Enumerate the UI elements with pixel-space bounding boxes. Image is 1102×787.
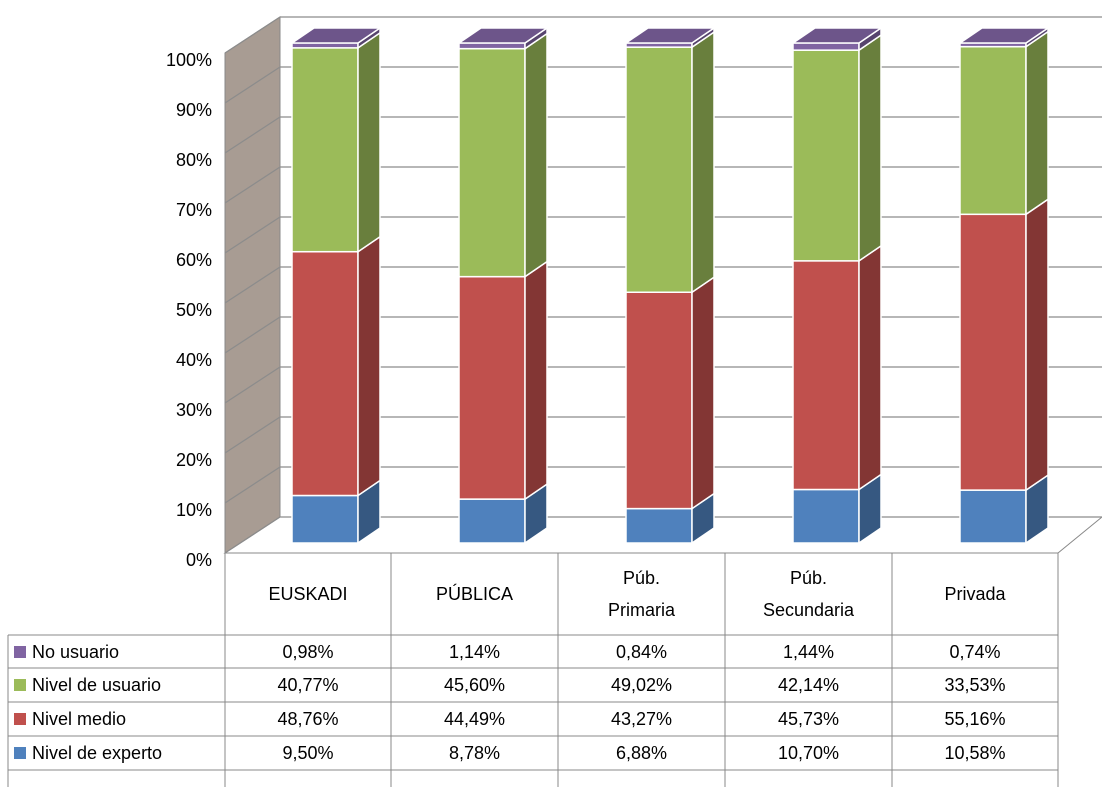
- y-tick-label: 50%: [176, 300, 212, 320]
- table-header: PÚBLICA: [435, 584, 514, 604]
- bar-front: [792, 260, 860, 491]
- table-value: 45,60%: [443, 675, 506, 695]
- y-tick-label: 70%: [176, 200, 212, 220]
- table-value: 55,16%: [944, 709, 1006, 729]
- bar-front: [959, 213, 1027, 491]
- bar-side: [691, 275, 715, 511]
- table-value: 10,70%: [777, 743, 840, 763]
- y-tick-label: 30%: [176, 400, 212, 420]
- bar-side: [691, 30, 715, 294]
- y-tick-label: 90%: [176, 100, 212, 120]
- legend-label: No usuario: [32, 641, 120, 662]
- table-value: 33,53%: [944, 675, 1006, 695]
- bar-front: [458, 498, 526, 544]
- legend-key: [14, 645, 26, 658]
- bar-top: [289, 27, 383, 44]
- table-value: 45,73%: [777, 709, 840, 729]
- table-value: 49,02%: [610, 675, 673, 695]
- y-tick-label: 80%: [176, 150, 212, 170]
- y-tick-label: 10%: [176, 500, 212, 520]
- table-value: 8,78%: [448, 743, 501, 763]
- legend-label: Nivel de experto: [32, 743, 163, 763]
- bar-top: [790, 27, 884, 44]
- bar-front: [959, 45, 1027, 216]
- bar-side: [858, 33, 882, 263]
- y-tick-label: 100%: [166, 50, 212, 70]
- bar-front: [458, 275, 526, 500]
- table-header: Privada: [944, 584, 1006, 604]
- bar-side: [524, 260, 548, 501]
- bar-front: [291, 47, 359, 253]
- y-tick-label: 40%: [176, 350, 212, 370]
- bar-front: [792, 49, 860, 262]
- bar-front: [458, 42, 526, 50]
- table-value: 1,14%: [448, 641, 501, 662]
- legend-label: Nivel medio: [32, 709, 127, 729]
- bar-side: [524, 32, 548, 279]
- bar-front: [959, 489, 1027, 544]
- y-tick-label: 20%: [176, 450, 212, 470]
- y-tick-label: 60%: [176, 250, 212, 270]
- table-value: 6,88%: [615, 743, 668, 763]
- table-value: 0,74%: [949, 641, 1001, 662]
- bar-top: [957, 27, 1051, 44]
- table-value: 40,77%: [277, 675, 339, 695]
- table-value: 0,84%: [615, 641, 668, 662]
- bar-front: [625, 507, 693, 544]
- table-value: 42,14%: [777, 675, 840, 695]
- bar-side: [1025, 197, 1049, 492]
- table-value: 0,98%: [282, 641, 334, 662]
- table-value: 48,76%: [277, 709, 339, 729]
- table-value: 10,58%: [944, 743, 1006, 763]
- bar-front: [792, 488, 860, 544]
- bar-side: [1025, 30, 1049, 216]
- bar-front: [291, 250, 359, 497]
- bar-front: [625, 46, 693, 294]
- bar-side: [357, 31, 381, 254]
- legend-label: Nivel de usuario: [32, 675, 162, 695]
- bar-front: [625, 291, 693, 510]
- table-value: 44,49%: [443, 709, 506, 729]
- legend-key: [14, 713, 26, 725]
- table-header: EUSKADI: [268, 584, 348, 604]
- legend-key: [14, 679, 26, 691]
- bar-top: [456, 27, 550, 44]
- table-header: Púb. Secundaria: [762, 568, 855, 620]
- bar-front: [291, 494, 359, 544]
- bar-top: [623, 27, 717, 44]
- table-value: 9,50%: [282, 743, 334, 763]
- bar-front: [458, 47, 526, 278]
- y-tick-label: 0%: [186, 550, 212, 570]
- table-value: 43,27%: [610, 709, 673, 729]
- bar-side: [858, 244, 882, 491]
- bar-front: [792, 42, 860, 51]
- bar-side: [357, 235, 381, 497]
- legend-key: [14, 747, 26, 759]
- grid-line: [224, 16, 1102, 54]
- table-header: Púb. Primaria: [607, 568, 675, 620]
- table-value: 1,44%: [782, 641, 835, 662]
